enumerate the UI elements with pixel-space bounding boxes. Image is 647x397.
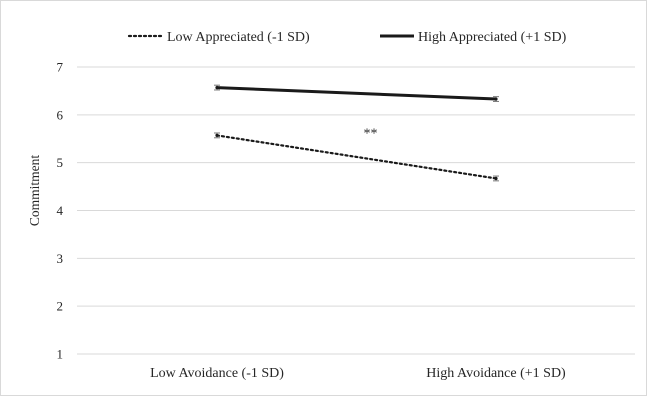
y-tick-label: 6 [57, 107, 64, 122]
y-axis-ticks: 1 2 3 4 5 6 7 [57, 60, 64, 362]
series-low-appreciated [214, 132, 499, 182]
series-lines [214, 84, 499, 182]
y-tick-label: 2 [57, 299, 64, 314]
y-tick-label: 3 [57, 251, 64, 266]
y-tick-label: 4 [57, 203, 64, 218]
series-high-appreciated [214, 84, 499, 102]
legend: Low Appreciated (-1 SD) High Appreciated … [127, 30, 567, 45]
series-line [215, 134, 498, 180]
data-point [494, 176, 498, 181]
y-axis-label: Commitment [27, 155, 42, 227]
y-tick-label: 7 [57, 60, 64, 75]
y-tick-label: 1 [57, 347, 64, 362]
legend-label: Low Appreciated (-1 SD) [167, 30, 310, 45]
data-point [494, 97, 498, 101]
x-category-label: Low Avoidance (-1 SD) [150, 366, 284, 381]
y-tick-label: 5 [57, 155, 64, 170]
x-axis: Low Avoidance (-1 SD) High Avoidance (+1 … [150, 366, 566, 381]
significance-annotation: ** [363, 126, 377, 141]
gridlines [77, 66, 635, 355]
legend-label: High Appreciated (+1 SD) [418, 30, 567, 45]
series-line [216, 86, 497, 101]
data-point [215, 133, 219, 138]
x-category-label: High Avoidance (+1 SD) [426, 366, 566, 381]
data-point [215, 85, 219, 90]
annotations: ** [363, 126, 377, 141]
